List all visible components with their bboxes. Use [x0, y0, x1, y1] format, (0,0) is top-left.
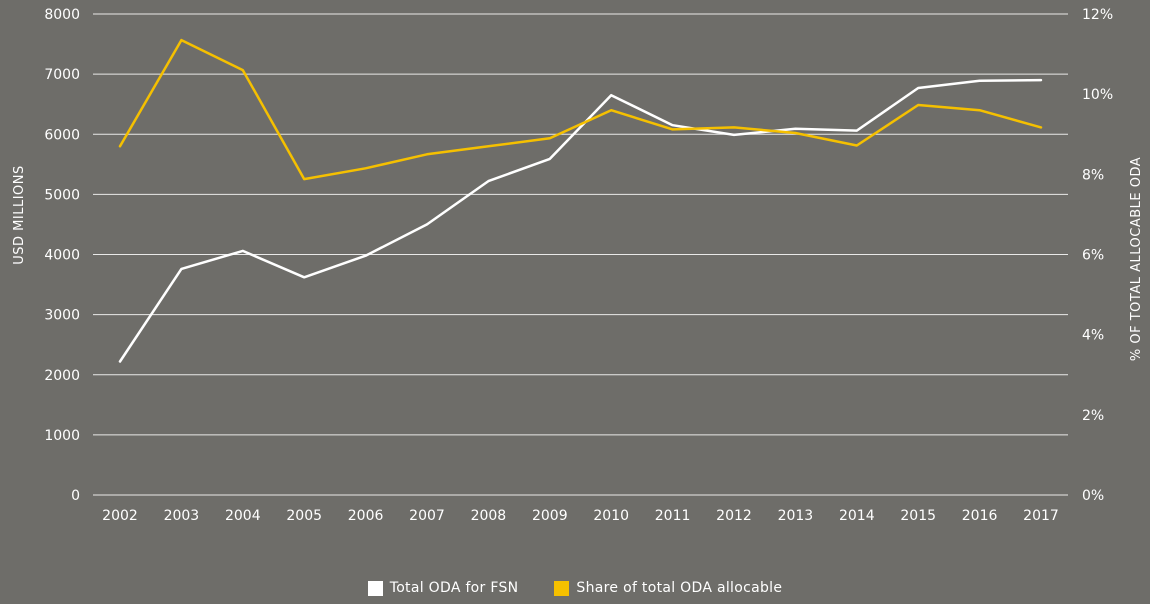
total-oda-line [118, 78, 1043, 363]
x-tick-label: 2016 [962, 508, 998, 524]
y-left-tick-label: 3000 [44, 308, 80, 324]
x-tick-label: 2012 [716, 508, 752, 524]
y-left-tick-label: 2000 [44, 368, 80, 384]
x-tick-label: 2008 [471, 508, 507, 524]
y-left-tick-label: 1000 [44, 428, 80, 444]
y-left-tick-label: 7000 [44, 67, 80, 83]
left-axis-ticks: 0 1000 2000 3000 4000 5000 6000 7000 8000 [44, 7, 80, 504]
legend-label: Share of total ODA allocable [576, 580, 783, 596]
y-left-tick-label: 8000 [44, 7, 80, 23]
x-tick-label: 2004 [225, 508, 261, 524]
y-left-tick-label: 6000 [44, 127, 80, 143]
series-lines [118, 38, 1043, 363]
legend-item-share-oda: Share of total ODA allocable [554, 580, 782, 596]
gridlines [93, 13, 1068, 496]
y-right-tick-label: 2% [1082, 408, 1104, 424]
y-right-tick-label: 6% [1082, 248, 1104, 264]
y-left-tick-label: 5000 [44, 187, 80, 203]
x-tick-label: 2017 [1023, 508, 1059, 524]
y-axis-left-title: USD MILLIONS [12, 165, 27, 265]
legend-swatch-yellow [554, 580, 570, 596]
y-right-tick-label: 10% [1082, 87, 1113, 103]
legend: Total ODA for FSN Share of total ODA all… [0, 580, 1150, 596]
y-left-tick-label: 0 [71, 488, 80, 504]
x-axis-ticks: 2002 2003 2004 2005 2006 2007 2008 2009 2010 2011… [102, 508, 1059, 524]
y-axis-right-title: % OF TOTAL ALLOCABLE ODA [1129, 157, 1144, 361]
x-tick-label: 2006 [348, 508, 384, 524]
x-tick-label: 2003 [164, 508, 200, 524]
x-tick-label: 2009 [532, 508, 568, 524]
y-left-tick-label: 4000 [44, 248, 80, 264]
legend-item-total-oda: Total ODA for FSN [367, 580, 519, 596]
right-axis-ticks: 0% 2% 4% 6% 8% 10% 12% [1082, 7, 1113, 504]
y-right-tick-label: 4% [1082, 328, 1104, 344]
y-right-tick-label: 8% [1082, 167, 1104, 183]
x-tick-label: 2011 [655, 508, 691, 524]
share-oda-line [118, 38, 1043, 181]
legend-label: Total ODA for FSN [389, 580, 519, 596]
legend-swatch-white [367, 580, 383, 596]
x-tick-label: 2010 [593, 508, 629, 524]
x-tick-label: 2007 [409, 508, 445, 524]
x-tick-label: 2002 [102, 508, 138, 524]
x-tick-label: 2015 [900, 508, 936, 524]
y-right-tick-label: 0% [1082, 488, 1104, 504]
x-tick-label: 2014 [839, 508, 875, 524]
x-tick-label: 2013 [778, 508, 814, 524]
y-right-tick-label: 12% [1082, 7, 1113, 23]
x-tick-label: 2005 [286, 508, 322, 524]
